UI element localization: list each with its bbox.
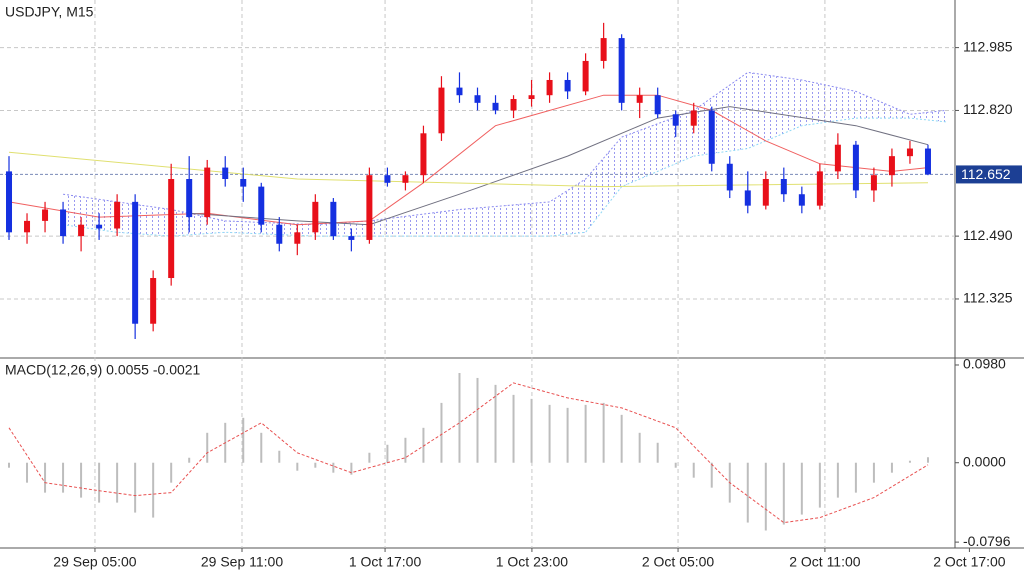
candle-body <box>852 144 859 191</box>
x-tick-label: 2 Oct 17:00 <box>933 554 1006 570</box>
current-price-label: 112.652 <box>961 166 1011 182</box>
x-tick-label: 2 Oct 11:00 <box>789 554 861 570</box>
candle-body <box>618 38 625 103</box>
x-tick-label: 1 Oct 23:00 <box>496 554 569 570</box>
candle-body <box>834 144 841 172</box>
candle-body <box>420 133 427 176</box>
candle-body <box>6 171 13 233</box>
candle-body <box>150 278 157 324</box>
candle-body <box>672 114 679 126</box>
candle-body <box>492 102 499 111</box>
candle-body <box>708 110 715 164</box>
candle-body <box>456 87 463 96</box>
candle-body <box>402 175 409 183</box>
candle-body <box>132 201 139 324</box>
candle-body <box>726 163 733 191</box>
y-tick-label: 0.0980 <box>963 356 1006 372</box>
candle-body <box>96 224 103 229</box>
candle-body <box>888 156 895 176</box>
candle-body <box>510 99 517 111</box>
candle-body <box>780 179 787 195</box>
y-tick-label: 112.820 <box>963 101 1013 117</box>
candle-body <box>600 38 607 61</box>
candle-body <box>186 179 193 218</box>
candle-body <box>258 186 265 225</box>
candle-body <box>24 220 31 233</box>
candle-body <box>906 148 913 157</box>
candle-body <box>168 179 175 279</box>
panel-title: USDJPY, M15 <box>5 4 94 20</box>
candle-body <box>330 201 337 237</box>
cloud-upper <box>63 71 947 226</box>
candle-body <box>690 110 697 126</box>
y-tick-label: 112.325 <box>963 290 1013 306</box>
candle-body <box>564 79 571 92</box>
candle-body <box>546 79 553 96</box>
candle-body <box>42 209 49 221</box>
candle-body <box>312 201 319 233</box>
macd-signal <box>8 382 929 524</box>
candle-body <box>582 60 589 92</box>
candle-body <box>114 201 121 229</box>
candle-body <box>276 224 283 244</box>
candle-body <box>294 232 301 244</box>
y-tick-label: 112.985 <box>963 38 1013 54</box>
candle-body <box>744 190 751 206</box>
candle-body <box>636 95 643 103</box>
x-tick-label: 29 Sep 05:00 <box>53 554 137 570</box>
current-price-box <box>956 165 1022 184</box>
moving-average <box>189 106 929 226</box>
candle-body <box>654 95 661 115</box>
candle-body <box>60 209 67 237</box>
candle-body <box>222 167 229 179</box>
ichimoku-cloud <box>63 72 946 237</box>
candle-body <box>348 236 355 240</box>
candle-body <box>762 179 769 206</box>
y-tick-label: 0.0000 <box>963 453 1006 469</box>
panel-title: MACD(12,26,9) 0.0055 -0.0021 <box>5 362 201 378</box>
candle-body <box>816 171 823 206</box>
y-tick-label: 112.490 <box>963 227 1013 243</box>
x-tick-label: 29 Sep 11:00 <box>201 554 283 570</box>
candle-body <box>870 175 877 191</box>
x-tick-label: 2 Oct 05:00 <box>642 554 715 570</box>
candle-body <box>528 95 535 100</box>
candle-body <box>384 175 391 183</box>
candle-body <box>78 224 85 237</box>
y-tick-label: -0.0796 <box>963 533 1011 549</box>
candle-body <box>438 87 445 134</box>
candle-body <box>204 167 211 218</box>
x-tick-label: 1 Oct 17:00 <box>349 554 422 570</box>
candle-body <box>366 175 373 240</box>
candle-body <box>798 194 805 206</box>
candle-body <box>240 179 247 187</box>
candle-body <box>924 148 931 175</box>
candle-body <box>474 95 481 103</box>
